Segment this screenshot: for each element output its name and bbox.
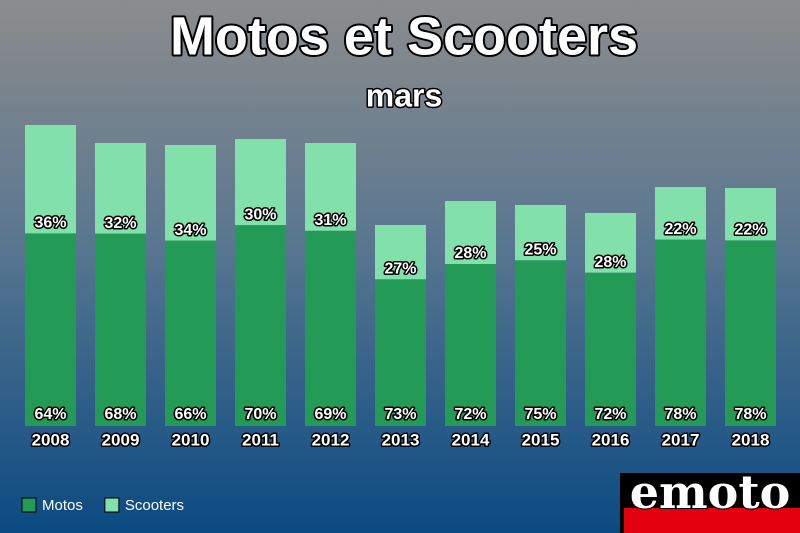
value-label: 73% [384, 406, 416, 423]
logo-band [624, 508, 800, 533]
value-label: 66% [174, 406, 206, 423]
value-label: 72% [454, 406, 486, 423]
value-label: 32% [104, 215, 136, 232]
value-label: 27% [384, 260, 416, 277]
bar-segment [95, 233, 146, 426]
legend-swatch [21, 497, 37, 513]
bar-segment [725, 240, 776, 426]
x-tick-label: 2016 [592, 430, 630, 449]
bar-segment [25, 125, 76, 234]
x-tick-label: 2017 [662, 430, 700, 449]
x-tick-label: 2013 [382, 430, 420, 449]
bar-segment [515, 260, 566, 426]
value-label: 25% [524, 241, 556, 258]
x-tick-label: 2008 [32, 430, 70, 449]
bar-segment [305, 230, 356, 426]
x-tick-label: 2009 [102, 430, 140, 449]
value-label: 34% [174, 222, 206, 239]
legend-label: Scooters [125, 497, 184, 514]
bar-segment [375, 225, 426, 280]
bar-segment [165, 145, 216, 241]
value-label: 69% [314, 406, 346, 423]
chart-subtitle: mars [366, 77, 443, 113]
x-tick-label: 2015 [522, 430, 560, 449]
bar-segment [655, 239, 706, 426]
value-label: 64% [34, 406, 66, 423]
x-tick-label: 2012 [312, 430, 350, 449]
bar-segment [305, 143, 356, 231]
value-label: 30% [244, 206, 276, 223]
value-label: 72% [594, 406, 626, 423]
bar-segment [585, 272, 636, 426]
bar-segment [725, 188, 776, 241]
value-label: 78% [734, 406, 766, 423]
value-label: 78% [664, 406, 696, 423]
bar-segment [235, 139, 286, 226]
value-label: 68% [104, 406, 136, 423]
x-tick-label: 2018 [732, 430, 770, 449]
bar-segment [235, 225, 286, 426]
bar-segment [585, 213, 636, 273]
x-tick-label: 2014 [452, 430, 490, 449]
logo: emoto [620, 464, 800, 533]
value-label: 28% [594, 254, 626, 271]
value-label: 22% [664, 221, 696, 238]
value-label: 36% [34, 215, 66, 232]
value-label: 75% [524, 406, 556, 423]
value-label: 28% [454, 245, 486, 262]
legend-label: Motos [42, 497, 83, 514]
bar-segment [95, 143, 146, 234]
bar-segment [375, 279, 426, 426]
bar-segment [25, 233, 76, 426]
bar-segment [445, 264, 496, 426]
value-label: 22% [734, 222, 766, 239]
legend-swatch [104, 497, 120, 513]
x-tick-label: 2010 [172, 430, 210, 449]
bar-segment [655, 187, 706, 240]
bar-segment [165, 240, 216, 426]
bar-segment [515, 205, 566, 261]
x-tick-label: 2011 [242, 430, 279, 449]
value-label: 31% [314, 212, 346, 229]
bar-segment [445, 201, 496, 264]
value-label: 70% [244, 406, 276, 423]
chart-title: Motos et Scooters [170, 6, 638, 66]
logo-text: emoto [630, 465, 791, 519]
